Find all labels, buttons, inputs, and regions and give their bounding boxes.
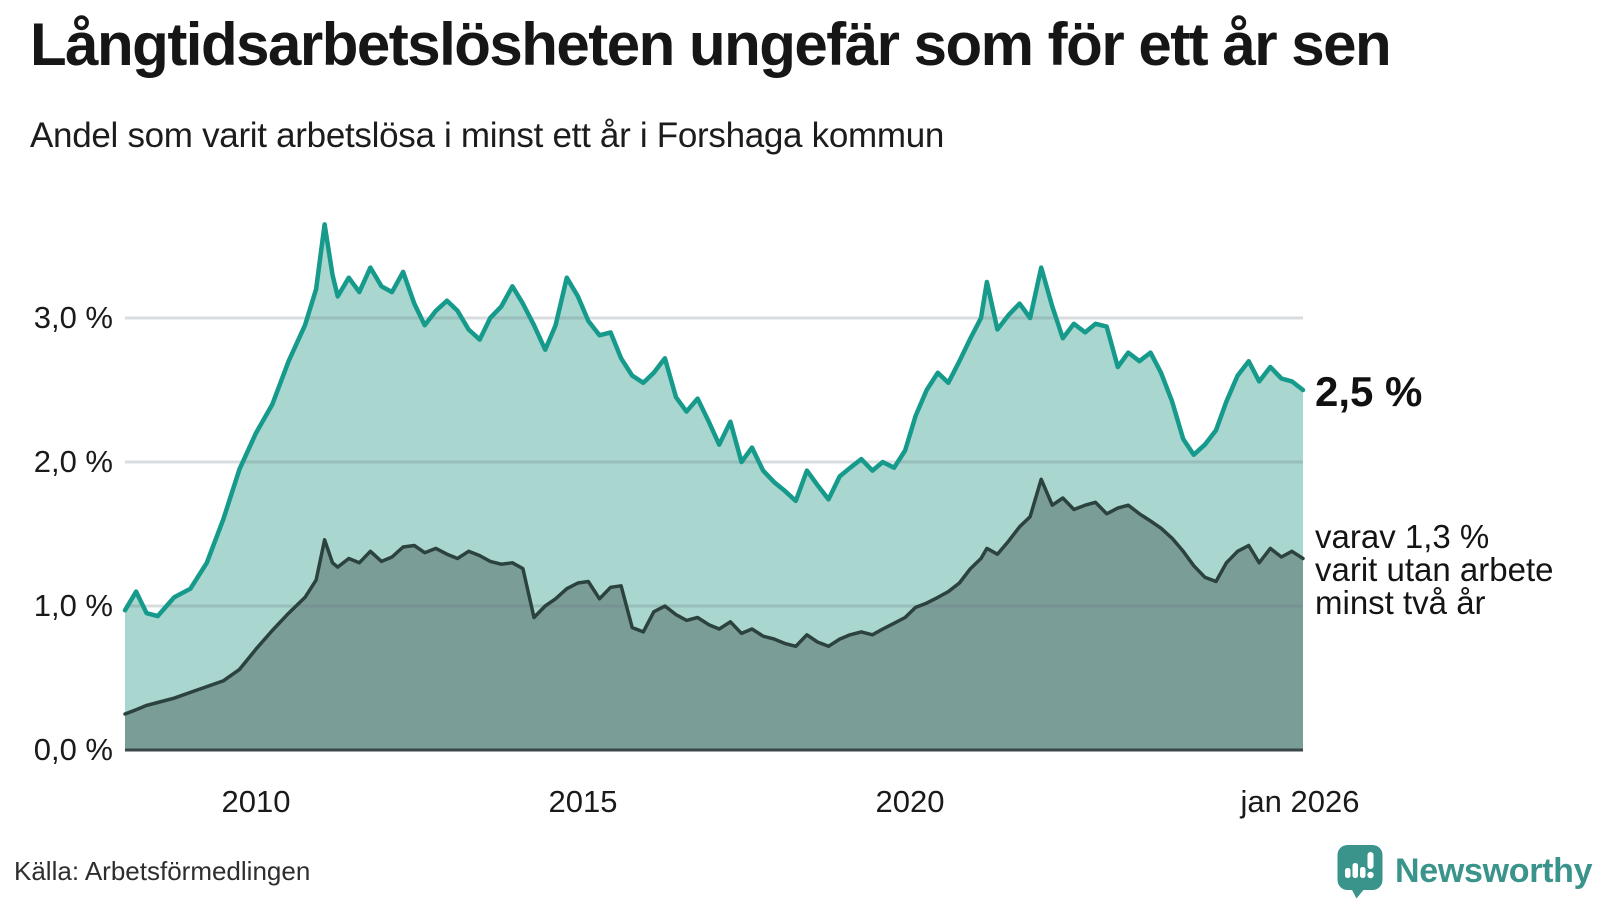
- y-tick-2: 2,0 %: [33, 444, 113, 479]
- source-note: Källa: Arbetsförmedlingen: [14, 856, 311, 886]
- newsworthy-brand: Newsworthy: [1336, 843, 1593, 899]
- y-tick-0: 0,0 %: [33, 732, 113, 767]
- x-tick-2015: 2015: [548, 784, 618, 819]
- area-fill-two-years: [125, 479, 1303, 750]
- end-value-label-total: 2,5 %: [1315, 368, 1423, 415]
- x-tick-jan-2026: jan 2026: [1240, 784, 1360, 819]
- y-tick-3: 3,0 %: [33, 300, 113, 335]
- newsworthy-wordmark: Newsworthy: [1395, 851, 1593, 890]
- page-title: Långtidsarbetslösheten ungefär som för e…: [30, 11, 1392, 78]
- gridlines: [125, 316, 1303, 608]
- page-subtitle: Andel som varit arbetslösa i minst ett å…: [30, 116, 945, 155]
- line-two-years: [123, 477, 1305, 716]
- x-tick-2010: 2010: [221, 784, 291, 819]
- line-total: [122, 222, 1306, 619]
- y-tick-1: 1,0 %: [33, 588, 113, 623]
- end-value-label-two-years: varav 1,3 % varit utan arbete minst två …: [1315, 518, 1554, 621]
- x-tick-2020: 2020: [875, 784, 945, 819]
- newsworthy-logo-icon: [1336, 843, 1384, 899]
